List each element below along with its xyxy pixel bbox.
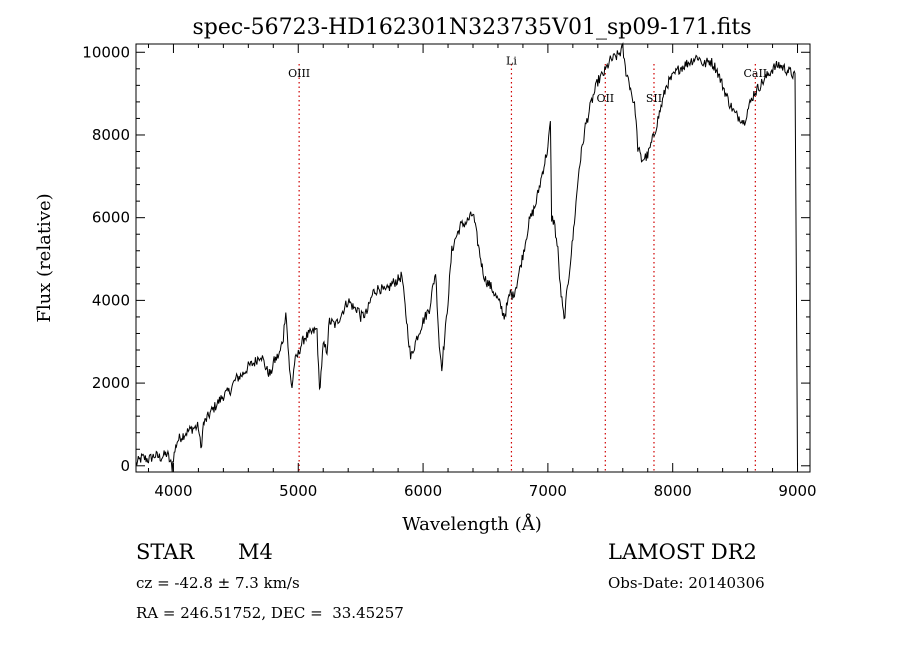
x-tick-label: 6000 [404,482,442,500]
y-tick-label: 8000 [92,126,130,144]
chart-title: spec-56723-HD162301N323735V01_sp09-171.f… [192,15,751,40]
x-tick-label: 5000 [279,482,317,500]
spectrum-line [135,42,798,473]
survey-label: LAMOST DR2 [608,540,757,564]
x-tick-label: 7000 [529,482,567,500]
y-tick-label: 4000 [92,291,130,309]
y-tick-label: 10000 [82,43,130,61]
observation-date: Obs-Date: 20140306 [608,574,765,592]
plot-frame [135,43,811,473]
annotation-label: OII [596,92,614,105]
y-tick-label: 2000 [92,374,130,392]
annotation-label: SII [646,92,662,105]
y-tick-label: 0 [120,457,130,475]
annotation-label: OIII [288,67,310,80]
redshift-velocity: cz = -42.8 ± 7.3 km/s [136,574,300,592]
y-axis-label: Flux (relative) [34,193,55,322]
annotation-label: Li [506,55,517,68]
line-annotations: OIII Li OII SII CaII [288,55,767,472]
object-subclass: M4 [238,540,273,564]
x-tick-label: 8000 [654,482,692,500]
coordinates: RA = 246.51752, DEC = 33.45257 [136,604,404,622]
annotation-label: CaII [743,67,767,80]
y-axis: 0 2000 4000 6000 8000 10000 [82,43,810,475]
x-axis-label: Wavelength (Å) [402,513,542,535]
x-tick-label: 9000 [778,482,816,500]
object-type: STAR [136,540,195,564]
x-axis: 4000 5000 6000 7000 8000 9000 [147,44,817,500]
y-tick-label: 6000 [92,209,130,227]
x-tick-label: 4000 [154,482,192,500]
